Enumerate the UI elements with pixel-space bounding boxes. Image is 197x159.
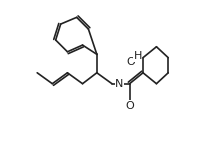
Text: O: O: [125, 100, 134, 111]
Text: O: O: [126, 57, 135, 67]
Text: H: H: [133, 51, 142, 61]
Text: N: N: [115, 79, 124, 89]
